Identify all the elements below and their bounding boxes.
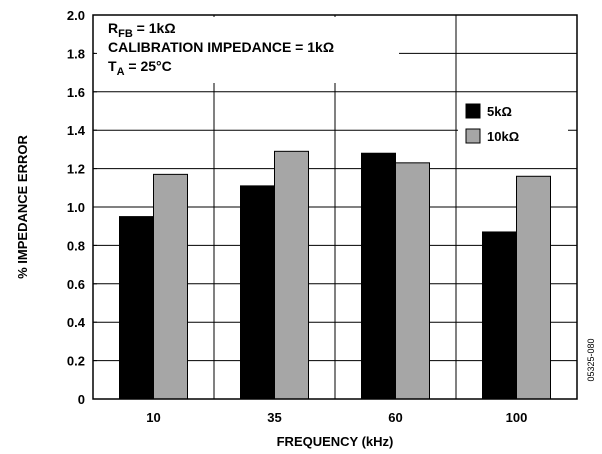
y-tick-label: 0.6 [67, 277, 85, 292]
y-tick-label: 1.4 [67, 123, 86, 138]
calibration-note: CALIBRATION IMPEDANCE = 1kΩ [108, 39, 334, 55]
y-tick-label: 1.0 [67, 200, 85, 215]
y-tick-label: 0 [78, 392, 85, 407]
legend-label: 5kΩ [487, 104, 512, 119]
bar-10k-35 [274, 150, 309, 400]
x-tick-labels: 10 35 60 100 [146, 410, 527, 425]
annotation-background [95, 17, 399, 83]
bar-5k-100 [482, 231, 517, 400]
legend-label: 10kΩ [487, 129, 519, 144]
bar-10k-60 [395, 162, 430, 400]
y-tick-label: 1.2 [67, 162, 85, 177]
bar-10k-10 [153, 173, 188, 400]
bar-10k-100 [516, 175, 551, 400]
x-tick-label: 35 [267, 410, 281, 425]
bar-5k-60 [361, 152, 396, 400]
y-axis-label: % IMPEDANCE ERROR [15, 135, 30, 279]
figure-id: 05325-080 [586, 338, 596, 381]
y-tick-label: 2.0 [67, 8, 85, 23]
bar-5k-10 [119, 216, 154, 400]
legend: 5kΩ 10kΩ [458, 96, 568, 150]
y-tick-label: 0.2 [67, 354, 85, 369]
y-tick-label: 0.8 [67, 238, 85, 253]
legend-swatch [465, 128, 481, 144]
legend-swatch [465, 103, 481, 119]
y-tick-labels: 0 0.2 0.4 0.6 0.8 1.0 1.2 1.4 1.6 1.8 2.0 [67, 8, 97, 407]
y-tick-label: 0.4 [67, 315, 86, 330]
x-tick-label: 60 [388, 410, 402, 425]
y-tick-label: 1.6 [67, 85, 85, 100]
x-tick-label: 100 [506, 410, 528, 425]
ta-note: TA = 25°C [108, 58, 172, 78]
bar-5k-35 [240, 185, 275, 400]
y-tick-label: 1.8 [67, 46, 85, 61]
x-axis-label: FREQUENCY (kHz) [277, 434, 394, 449]
bars [119, 150, 551, 400]
rfb-note: RFB = 1kΩ [108, 20, 176, 40]
x-tick-label: 10 [146, 410, 160, 425]
